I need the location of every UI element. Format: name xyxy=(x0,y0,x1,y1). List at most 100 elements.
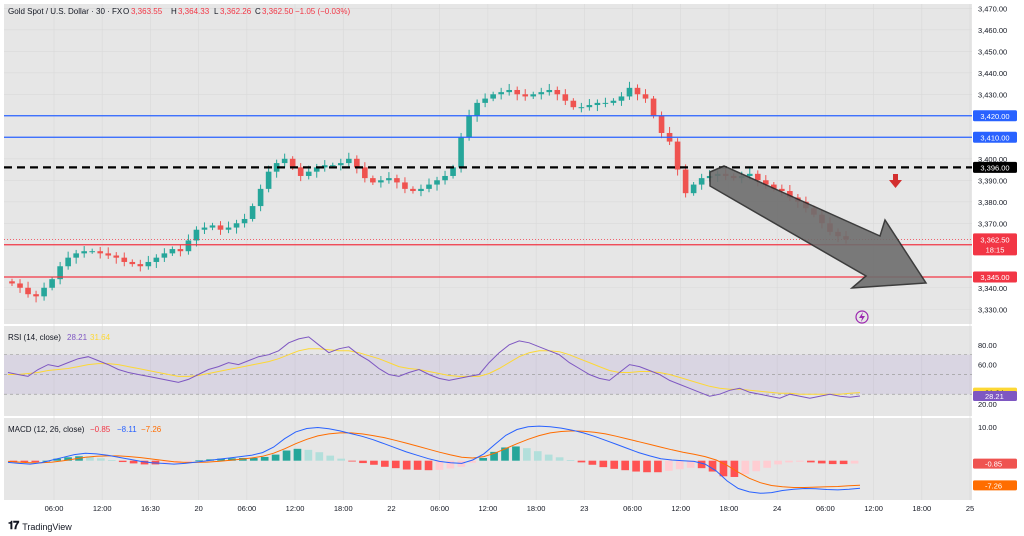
rsi-ma-line[interactable] xyxy=(8,348,861,395)
candle[interactable] xyxy=(474,99,480,122)
candle[interactable] xyxy=(370,175,376,186)
candle[interactable] xyxy=(618,92,625,106)
macd-line[interactable] xyxy=(7,425,861,494)
candle[interactable] xyxy=(153,254,160,268)
candle[interactable] xyxy=(137,259,144,272)
candle[interactable] xyxy=(145,255,152,270)
candle[interactable] xyxy=(482,93,488,108)
candle[interactable] xyxy=(321,160,328,172)
candle[interactable] xyxy=(273,159,280,178)
candle[interactable] xyxy=(682,164,689,198)
candle[interactable] xyxy=(394,174,400,189)
candle[interactable] xyxy=(418,184,424,197)
candle[interactable] xyxy=(514,86,521,101)
candle[interactable] xyxy=(434,176,440,191)
candle[interactable] xyxy=(546,83,553,96)
candle[interactable] xyxy=(73,249,79,264)
candle[interactable] xyxy=(17,279,23,293)
candle[interactable] xyxy=(570,98,577,110)
rsi-tick-label: 60.00 xyxy=(978,361,997,370)
candle[interactable] xyxy=(466,109,472,141)
projection-arrow[interactable] xyxy=(709,165,928,289)
candle[interactable] xyxy=(89,248,96,254)
candle[interactable] xyxy=(362,162,368,183)
candle[interactable] xyxy=(233,219,240,234)
candle[interactable] xyxy=(9,278,15,287)
candle[interactable] xyxy=(458,132,464,173)
macd-histogram-bar xyxy=(249,457,258,461)
candle[interactable] xyxy=(49,276,55,291)
candle[interactable] xyxy=(426,178,432,193)
candle[interactable] xyxy=(578,102,585,113)
candle[interactable] xyxy=(674,138,681,176)
candle[interactable] xyxy=(121,252,128,267)
rsi-line[interactable] xyxy=(7,336,861,399)
price-tick-label: 3,460.00 xyxy=(978,26,1007,35)
macd-value-badge-label: -0.85 xyxy=(985,460,1002,469)
candle[interactable] xyxy=(386,172,392,184)
candle[interactable] xyxy=(410,186,416,194)
candle[interactable] xyxy=(297,163,304,182)
macd-histogram-bar xyxy=(708,460,717,472)
candle[interactable] xyxy=(225,221,232,234)
candle[interactable] xyxy=(490,91,496,102)
candle[interactable] xyxy=(209,222,216,231)
candle[interactable] xyxy=(378,175,384,188)
candle[interactable] xyxy=(265,165,272,193)
lightning-icon[interactable] xyxy=(855,310,869,324)
candle[interactable] xyxy=(313,163,320,178)
candle[interactable] xyxy=(602,97,609,108)
tradingview-brand[interactable]: 𝟏𝟕 TradingView xyxy=(8,520,72,533)
candle[interactable] xyxy=(530,91,537,100)
candle[interactable] xyxy=(442,170,448,185)
candle[interactable] xyxy=(193,226,200,247)
candle[interactable] xyxy=(354,155,360,174)
candle[interactable] xyxy=(610,98,617,106)
candle[interactable] xyxy=(81,246,87,258)
candle[interactable] xyxy=(650,96,657,119)
price-tick-label: 3,440.00 xyxy=(978,69,1007,78)
macd-histogram-bar xyxy=(566,460,575,461)
candle[interactable] xyxy=(554,86,561,101)
candle[interactable] xyxy=(41,282,47,301)
candle[interactable] xyxy=(690,181,697,196)
candle[interactable] xyxy=(538,87,545,100)
candle[interactable] xyxy=(346,152,352,167)
candle[interactable] xyxy=(217,221,224,235)
time-axis[interactable] xyxy=(4,500,1020,516)
candle[interactable] xyxy=(522,89,529,101)
signal-line[interactable] xyxy=(7,430,861,488)
macd-histogram-bar xyxy=(413,460,422,470)
candle[interactable] xyxy=(281,153,288,168)
price-tick-label: 3,380.00 xyxy=(978,198,1007,207)
candle[interactable] xyxy=(402,177,408,194)
candle[interactable] xyxy=(161,248,168,262)
candle[interactable] xyxy=(626,81,633,100)
candle[interactable] xyxy=(337,158,344,171)
candle[interactable] xyxy=(33,290,39,303)
candle[interactable] xyxy=(97,246,104,259)
candle[interactable] xyxy=(506,83,512,96)
candle[interactable] xyxy=(169,246,176,256)
candle[interactable] xyxy=(25,281,31,298)
candle[interactable] xyxy=(249,203,256,222)
candle[interactable] xyxy=(65,251,71,270)
candle[interactable] xyxy=(642,89,649,103)
candle[interactable] xyxy=(498,87,504,100)
macd-histogram-bar xyxy=(610,460,619,469)
rsi-value-badge xyxy=(973,391,1017,402)
candle[interactable] xyxy=(105,247,112,259)
candle[interactable] xyxy=(57,261,63,285)
candle[interactable] xyxy=(562,89,569,106)
candle[interactable] xyxy=(201,222,208,235)
candle[interactable] xyxy=(586,99,593,111)
candle[interactable] xyxy=(257,184,264,212)
candle[interactable] xyxy=(113,252,120,264)
candle[interactable] xyxy=(177,244,184,257)
candle[interactable] xyxy=(241,213,248,228)
candle[interactable] xyxy=(129,259,136,267)
candle[interactable] xyxy=(698,173,705,190)
candle[interactable] xyxy=(634,84,641,101)
candle[interactable] xyxy=(594,99,601,112)
